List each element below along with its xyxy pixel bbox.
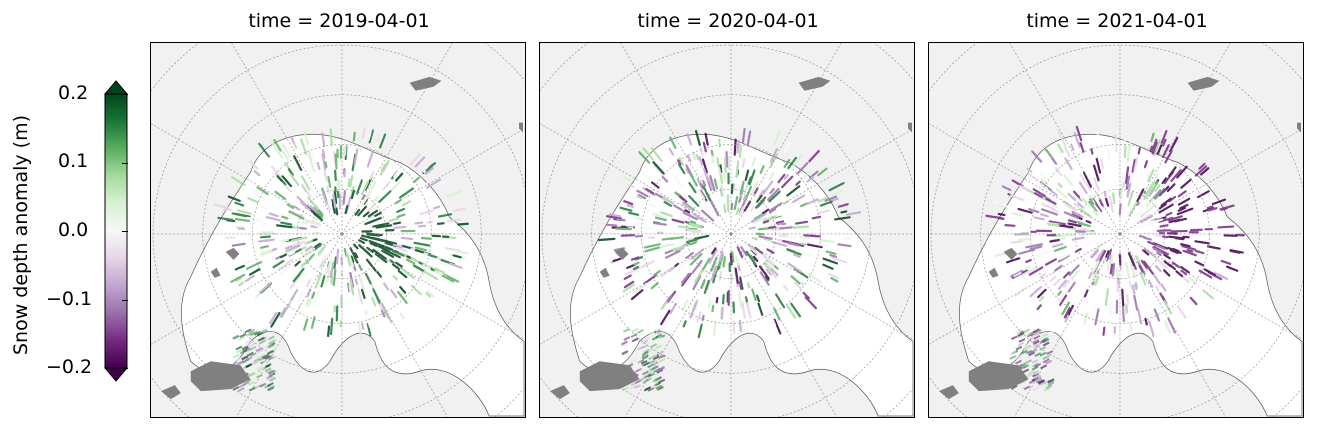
panel-title-2: time = 2020-04-01	[637, 10, 819, 32]
map-panel-1	[150, 42, 526, 418]
map-panel-3	[928, 42, 1304, 418]
colorbar-tick-label: −0.1	[46, 288, 93, 310]
colorbar-tick	[122, 231, 128, 232]
colorbar-tick	[122, 94, 128, 95]
map-svg	[929, 43, 1303, 417]
colorbar-tick	[122, 368, 128, 369]
panel-title-1: time = 2019-04-01	[248, 10, 430, 32]
map-svg	[540, 43, 914, 417]
colorbar-label: Snow depth anomaly (m)	[6, 110, 36, 360]
colorbar-tick-label: 0.0	[58, 219, 89, 241]
colorbar-tick	[122, 163, 128, 164]
panel-title-3: time = 2021-04-01	[1026, 10, 1208, 32]
map-panel-2	[539, 42, 915, 418]
map-svg	[151, 43, 525, 417]
colorbar-label-text: Snow depth anomaly (m)	[10, 114, 32, 356]
colorbar-tick	[122, 300, 128, 301]
colorbar-tick-label: 0.1	[58, 150, 89, 172]
colorbar-extend-bottom	[104, 367, 128, 382]
colorbar-extend-top	[104, 80, 128, 95]
colorbar-tick-label: −0.2	[46, 356, 93, 378]
colorbar-tick-label: 0.2	[58, 82, 89, 104]
